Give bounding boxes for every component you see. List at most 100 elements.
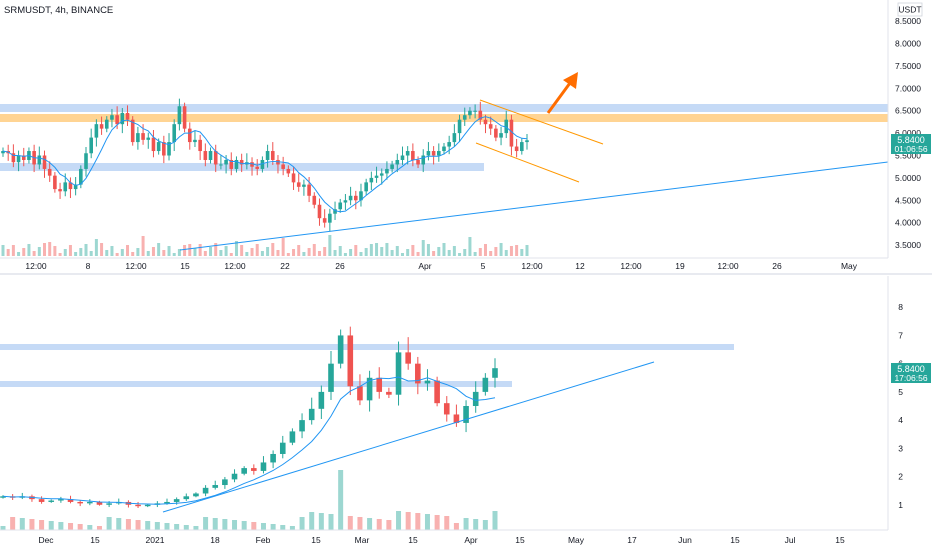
candle-body [250, 162, 254, 167]
x-tick-label: Jul [785, 535, 796, 545]
volume-bar [27, 244, 31, 256]
x-tick-label: 15 [180, 261, 190, 271]
volume-bar [328, 514, 334, 530]
candle-body [514, 146, 519, 152]
resistance-zone-orange[interactable] [0, 114, 888, 122]
candle-body [525, 140, 529, 143]
volume-bar [396, 511, 402, 530]
candle-body [353, 195, 358, 201]
x-tick-label: 12:00 [224, 261, 246, 271]
candle-body [424, 380, 431, 384]
volume-bar [357, 517, 363, 530]
volume-bar [74, 252, 78, 256]
candle-body [390, 164, 394, 169]
volume-bar [251, 522, 257, 530]
resistance-zone-blue[interactable] [0, 104, 888, 112]
volume-bar [520, 249, 524, 256]
volume-bar [145, 521, 151, 530]
candle-body [348, 195, 353, 201]
volume-bar [323, 247, 327, 256]
candle-body [322, 218, 327, 223]
candle-body [289, 431, 296, 443]
volume-bar [6, 249, 10, 256]
volume-bar [415, 513, 421, 530]
bullish-arrow[interactable] [546, 72, 578, 114]
volume-bar [492, 511, 498, 530]
x-tick-label: 26 [772, 261, 782, 271]
candle-body [182, 106, 187, 129]
x-tick-label: Mar [355, 535, 370, 545]
volume-bar [212, 518, 218, 530]
x-tick-label: 22 [280, 261, 290, 271]
candle-body [96, 501, 103, 505]
x-tick-label: 19 [675, 261, 685, 271]
candle-body [241, 468, 247, 474]
top-price-pane[interactable]: 8.5000 8.0000 7.5000 7.0000 6.5000 6.0000 5.50… [0, 0, 932, 271]
candle-body [483, 119, 488, 125]
candle-body [73, 184, 78, 190]
channel-upper-line[interactable] [479, 99, 604, 145]
volume-bar [29, 519, 35, 530]
volume-bar [164, 523, 170, 530]
candle-body [208, 151, 213, 160]
x-tick-label: 15 [730, 535, 740, 545]
candle-body [307, 184, 311, 196]
x-tick-label: 2021 [146, 535, 165, 545]
candle-body [318, 391, 325, 409]
volume-bar [58, 253, 62, 256]
top-uptrend-line[interactable] [179, 161, 889, 251]
volume-bar [174, 524, 180, 530]
candle-body [1, 151, 5, 154]
volume-bar [172, 253, 176, 256]
bottom-price-axis[interactable] [888, 276, 932, 530]
volume-bar [250, 248, 254, 256]
x-tick-label: 15 [835, 535, 845, 545]
candle-body [376, 377, 383, 392]
candle-body [212, 485, 219, 488]
top-price-axis[interactable] [888, 0, 932, 258]
candle-body [478, 110, 483, 120]
candle-body [135, 504, 141, 507]
volume-bar [478, 248, 482, 256]
volume-bar [105, 250, 109, 256]
daily-resistance-zone[interactable] [0, 344, 734, 350]
y-tick-label: 8 [898, 302, 903, 312]
volume-bar [463, 518, 469, 530]
candle-body [279, 442, 286, 454]
volume-bar [146, 251, 150, 256]
candle-body [84, 153, 88, 169]
bottom-price-tag-box [891, 363, 931, 383]
candle-body [291, 173, 296, 183]
volume-bar [126, 245, 130, 256]
volume-bar [63, 249, 67, 256]
volume-bar [292, 249, 296, 256]
top-candles [1, 98, 529, 232]
daily-support-zone[interactable] [0, 381, 512, 387]
volume-bar [177, 249, 181, 256]
bottom-price-pane[interactable]: 87654321 5.8400 17:06:56 Dec15202118Feb1… [0, 276, 932, 545]
candle-body [482, 377, 489, 392]
volume-bar [494, 247, 498, 256]
candle-body [21, 155, 26, 160]
x-tick-label: May [841, 261, 858, 271]
channel-lower-line[interactable] [475, 142, 580, 183]
volume-bar [349, 249, 353, 256]
daily-uptrend-line[interactable] [162, 361, 655, 513]
volume-bar [1, 245, 5, 256]
candle-body [328, 363, 334, 392]
volume-bar [515, 245, 519, 256]
volume-bar [468, 237, 472, 256]
y-tick-label: 5.5000 [895, 151, 921, 161]
y-tick-label: 3 [898, 443, 903, 453]
candle-body [229, 159, 234, 169]
candle-body [400, 155, 405, 160]
volume-bar [375, 243, 379, 256]
candle-body [120, 112, 125, 125]
candle-body [79, 168, 83, 185]
candle-body [281, 164, 285, 169]
volume-bar [106, 517, 112, 530]
candle-body [260, 462, 267, 471]
volume-bar [452, 246, 456, 256]
volume-bar [32, 251, 36, 256]
